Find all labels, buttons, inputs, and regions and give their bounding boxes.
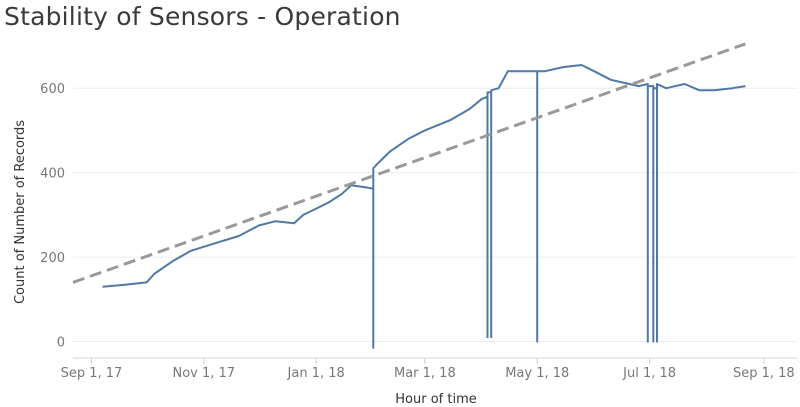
- y-tick-label: 400: [40, 167, 65, 182]
- x-tick-label: May 1, 18: [505, 366, 569, 381]
- x-tick-labels: Sep 1, 17 Nov 1, 17 Jan 1, 18 Mar 1, 18 May …: [61, 358, 795, 381]
- chart-title: Stability of Sensors - Operation: [4, 2, 401, 31]
- y-tick-labels: 0 200 400 600: [40, 82, 65, 350]
- y-axis-title: Count of Number of Records: [13, 120, 28, 304]
- x-tick-label: Jan 1, 18: [287, 366, 345, 381]
- y-tick-label: 200: [40, 251, 65, 266]
- records-line: [102, 64, 746, 349]
- x-tick-label: Jul 1, 18: [622, 366, 676, 381]
- x-tick-label: Mar 1, 18: [394, 366, 456, 381]
- x-axis-title: Hour of time: [395, 392, 476, 407]
- gridlines: [73, 87, 797, 359]
- y-tick-label: 0: [57, 336, 65, 351]
- trend-line: [72, 42, 746, 284]
- series-layer: [72, 42, 746, 349]
- x-tick-label: Nov 1, 17: [173, 366, 236, 381]
- x-tick-label: Sep 1, 17: [61, 366, 123, 381]
- x-tick-label: Sep 1, 18: [733, 366, 795, 381]
- y-tick-label: 600: [40, 82, 65, 97]
